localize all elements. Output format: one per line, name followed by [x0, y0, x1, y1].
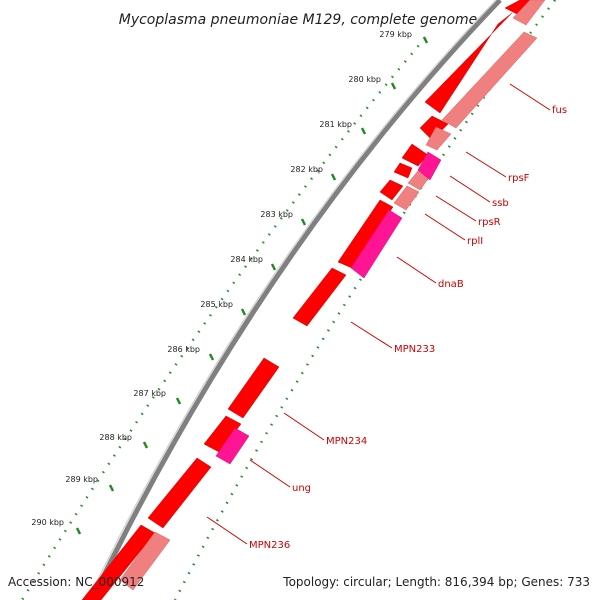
backbone-highlight [87, 0, 497, 600]
scale-major-tick [422, 36, 429, 44]
gene-arrow[interactable] [512, 0, 546, 26]
rna-genes [215, 151, 442, 465]
gene-arrow[interactable] [337, 199, 394, 269]
gene-arrow[interactable] [203, 415, 242, 453]
scale-major-tick [175, 397, 182, 405]
gene-label[interactable]: MPN236 [249, 540, 290, 551]
scale-major-tick [300, 218, 307, 226]
gene-callout-line [396, 256, 437, 284]
map-title: Mycoplasma pneumoniae M129, complete gen… [119, 12, 478, 28]
gene-arrow[interactable] [424, 12, 513, 114]
gene-callout-line [350, 321, 393, 349]
gene-callout-line [206, 516, 248, 545]
scale-major-tick [108, 484, 115, 492]
gene-callout-line [249, 459, 291, 488]
scale-label: 283 kbp [260, 210, 293, 219]
gene-label[interactable]: rplI [467, 236, 483, 247]
gene-label[interactable]: rpsF [508, 173, 530, 184]
gene-label[interactable]: dnaB [438, 279, 464, 290]
scale-major-tick [360, 127, 367, 135]
gene-arrow[interactable] [147, 457, 212, 529]
scale-label: 287 kbp [133, 389, 166, 398]
scale-label: 288 kbp [99, 433, 132, 442]
accession-label: Accession: NC_000912 [8, 575, 144, 589]
scale-label: 286 kbp [167, 345, 200, 354]
scale-major-tick [240, 308, 247, 316]
gene-label[interactable]: ssb [492, 198, 509, 209]
backbone-ring [89, 0, 502, 600]
scale-major-tick [208, 353, 215, 361]
scale-label: 290 kbp [31, 518, 64, 527]
scale-major-tick [390, 82, 397, 90]
gene-label[interactable]: MPN234 [326, 436, 367, 447]
forward-strand-genes [81, 0, 536, 600]
gene-label[interactable]: MPN233 [394, 344, 435, 355]
gene-arrow[interactable] [417, 151, 442, 181]
scale-major-tick [330, 173, 337, 181]
scale-label: 280 kbp [348, 75, 381, 84]
gene-callout-line [283, 412, 325, 441]
gene-arrow[interactable] [425, 126, 452, 151]
scale-marks: 279 kbp 280 kbp 281 kbp 282 kbp 283 kbp 284 k… [31, 30, 429, 535]
genome-summary: Topology: circular; Length: 816,394 bp; … [282, 575, 590, 589]
gene-arrow[interactable] [227, 357, 280, 419]
gene-arrow[interactable] [350, 209, 403, 279]
scale-major-tick [142, 441, 149, 449]
gene-arrow[interactable] [393, 185, 420, 211]
gene-label[interactable]: fus [552, 105, 567, 116]
scale-label: 289 kbp [65, 475, 98, 484]
gene-callout-line [509, 83, 551, 111]
gene-label[interactable]: ung [292, 483, 311, 494]
gene-callout-line [449, 175, 491, 203]
gene-arrow[interactable] [393, 162, 413, 179]
scale-major-tick [270, 263, 277, 271]
gene-arrow[interactable] [379, 179, 404, 201]
gene-arrow[interactable] [119, 531, 171, 591]
scale-label: 282 kbp [290, 165, 323, 174]
inner-tick-ring [20, 37, 426, 600]
gene-arrow[interactable] [441, 31, 538, 129]
scale-label: 281 kbp [319, 120, 352, 129]
gene-callout-line [435, 195, 477, 222]
gene-label[interactable]: rpsR [478, 217, 501, 228]
scale-label: 284 kbp [230, 255, 263, 264]
gene-callouts: fus rpsF ssb rpsR rplI dnaB MPN233 MPN234 ung MPN… [206, 83, 567, 551]
gene-arrow[interactable] [419, 115, 449, 141]
scale-label: 279 kbp [379, 30, 412, 39]
scale-major-tick [75, 527, 82, 535]
gene-arrow[interactable] [292, 267, 347, 327]
scale-label: 285 kbp [200, 300, 233, 309]
gene-callout-line [424, 213, 466, 241]
gene-arrow[interactable] [215, 427, 250, 465]
gene-callout-line [465, 151, 507, 178]
